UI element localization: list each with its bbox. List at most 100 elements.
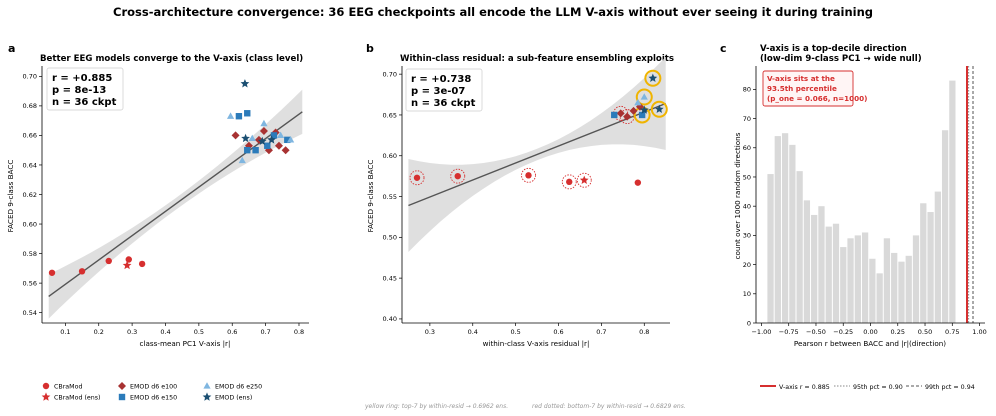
panel-b: b Within-class residual: a sub-feature e…	[366, 42, 674, 348]
data-point-square	[235, 113, 243, 120]
data-point-square	[638, 111, 646, 119]
y-tick-label-b: 0.70	[383, 70, 397, 78]
data-point-circle	[413, 174, 421, 181]
panel-b-letter: b	[366, 42, 374, 55]
x-tick-label-b: 0.7	[596, 328, 606, 336]
data-point-circle	[525, 172, 532, 179]
y-tick-label-c: 10	[743, 290, 751, 298]
panel-b-stat-p: p = 3e-07	[411, 86, 465, 97]
data-point-star	[639, 105, 649, 114]
y-tick-label-c: 50	[743, 173, 751, 181]
data-point-diamond	[231, 131, 240, 140]
legend-marker-circle	[42, 382, 50, 390]
x-tick-label-a: 0.1	[60, 328, 70, 336]
histogram-bar	[883, 238, 891, 323]
y-tick-label-c: 70	[743, 115, 751, 123]
panel-c-title-line2: (low-dim 9-class PC1 → wide null)	[760, 54, 922, 64]
histogram-bar	[789, 144, 796, 323]
legend-c-label-p95: 95th pct = 0.90	[853, 384, 903, 391]
data-point-circle	[125, 256, 132, 263]
x-tick-label-a: 0.5	[194, 328, 204, 336]
histogram-bar	[920, 203, 927, 323]
data-point-diamond	[274, 141, 283, 150]
x-tick-label-c: 0.25	[891, 328, 905, 336]
y-tick-label-b: 0.45	[383, 274, 397, 282]
y-tick-label-a: 0.68	[23, 102, 37, 110]
data-point-circle	[634, 179, 642, 186]
histogram-bar	[869, 258, 876, 323]
legend-marker-triangle	[203, 382, 211, 389]
histogram-bar	[774, 136, 781, 323]
x-tick-label-c: −0.25	[833, 328, 853, 336]
x-tick-label-a: 0.3	[127, 328, 137, 336]
y-tick-label-b: 0.40	[383, 315, 397, 323]
data-point-star	[654, 104, 664, 113]
y-tick-label-c: 80	[743, 86, 751, 94]
data-point-star	[240, 79, 250, 88]
panel-b-stats-box: r = +0.738 p = 3e-07 n = 36 ckpt	[405, 68, 483, 112]
x-tick-label-c: −0.50	[806, 328, 826, 336]
histogram-bar	[861, 232, 869, 323]
data-point-triangle	[226, 112, 235, 119]
panel-a-stat-p: p = 8e-13	[52, 85, 106, 96]
y-tick-label-c: 40	[743, 202, 751, 210]
legend-panel-c: V-axis r = 0.885 95th pct = 0.90 99th pc…	[760, 384, 975, 391]
x-tick-label-b: 0.3	[425, 328, 435, 336]
data-point-triangle	[634, 98, 642, 106]
data-point-star	[579, 175, 589, 184]
panel-a-stat-r: r = +0.885	[52, 73, 112, 84]
panel-a-stat-n: n = 36 ckpt	[52, 97, 117, 108]
red-dotted-ring	[450, 168, 466, 184]
data-point-triangle	[260, 119, 268, 127]
panel-b-stat-n: n = 36 ckpt	[411, 98, 476, 109]
data-point-square	[270, 132, 278, 139]
legend-label: EMOD d6 e150	[130, 394, 177, 401]
annotation-line3: (p_one = 0.066, n=1000)	[767, 94, 867, 103]
panel-a-letter: a	[8, 42, 15, 55]
data-point-diamond	[629, 106, 638, 115]
red-dotted-ring	[576, 172, 592, 188]
panel-b-ylabel: FACED 9-class BACC	[366, 160, 375, 233]
histogram-bar	[847, 238, 854, 323]
x-tick-label-b: 0.6	[553, 328, 563, 336]
data-point-triangle	[640, 93, 648, 100]
data-point-triangle	[238, 156, 246, 164]
plot-area-b: 0.3 0.4 0.5 0.6 0.7 0.8 0.40 0.45 0.50 0.55 0.60 0.…	[383, 57, 670, 336]
data-point-star	[267, 135, 276, 144]
data-point-circle	[105, 257, 112, 265]
panel-c-title-line1: V-axis is a top-decile direction	[760, 44, 907, 54]
histogram-bar	[796, 171, 803, 323]
legend-label: EMOD d6 e250	[215, 383, 262, 390]
red-dotted-ring	[561, 174, 577, 190]
legend-c-label-p99: 99th pct = 0.94	[925, 384, 975, 391]
x-tick-label-b: 0.8	[639, 328, 649, 336]
yellow-ring	[644, 69, 662, 87]
x-tick-label-a: 0.2	[94, 328, 104, 336]
data-point-circle	[48, 269, 56, 276]
data-point-diamond	[281, 146, 290, 155]
legend-marker-diamond	[118, 382, 126, 390]
y-tick-label-c: 0	[747, 319, 751, 327]
histogram-bar	[891, 252, 898, 323]
panel-c: c V-axis is a top-decile direction (low-…	[720, 42, 987, 348]
y-tick-label-c: 60	[743, 144, 751, 152]
histogram-bar	[905, 255, 912, 323]
data-point-square	[264, 142, 271, 149]
panel-a-stats-box: r = +0.885 p = 8e-13 n = 36 ckpt	[46, 67, 124, 111]
x-tick-label-a: 0.4	[160, 328, 170, 336]
histogram-bar	[840, 247, 847, 323]
x-tick-label-c: 0.00	[863, 328, 877, 336]
histogram-bar	[854, 235, 861, 323]
y-tick-label-a: 0.56	[23, 279, 37, 287]
red-dotted-ring	[409, 170, 425, 186]
fit-line-a	[48, 111, 303, 297]
y-tick-label-a: 0.60	[23, 220, 37, 228]
y-tick-label-a: 0.54	[23, 309, 37, 317]
panel-c-xlabel: Pearson r between BACC and |r|(direction…	[794, 339, 946, 348]
data-point-diamond	[623, 112, 632, 121]
data-point-star	[241, 133, 250, 143]
legend-label: EMOD (ens)	[215, 394, 252, 401]
y-tick-label-b: 0.65	[383, 111, 397, 119]
panel-c-letter: c	[720, 42, 727, 55]
